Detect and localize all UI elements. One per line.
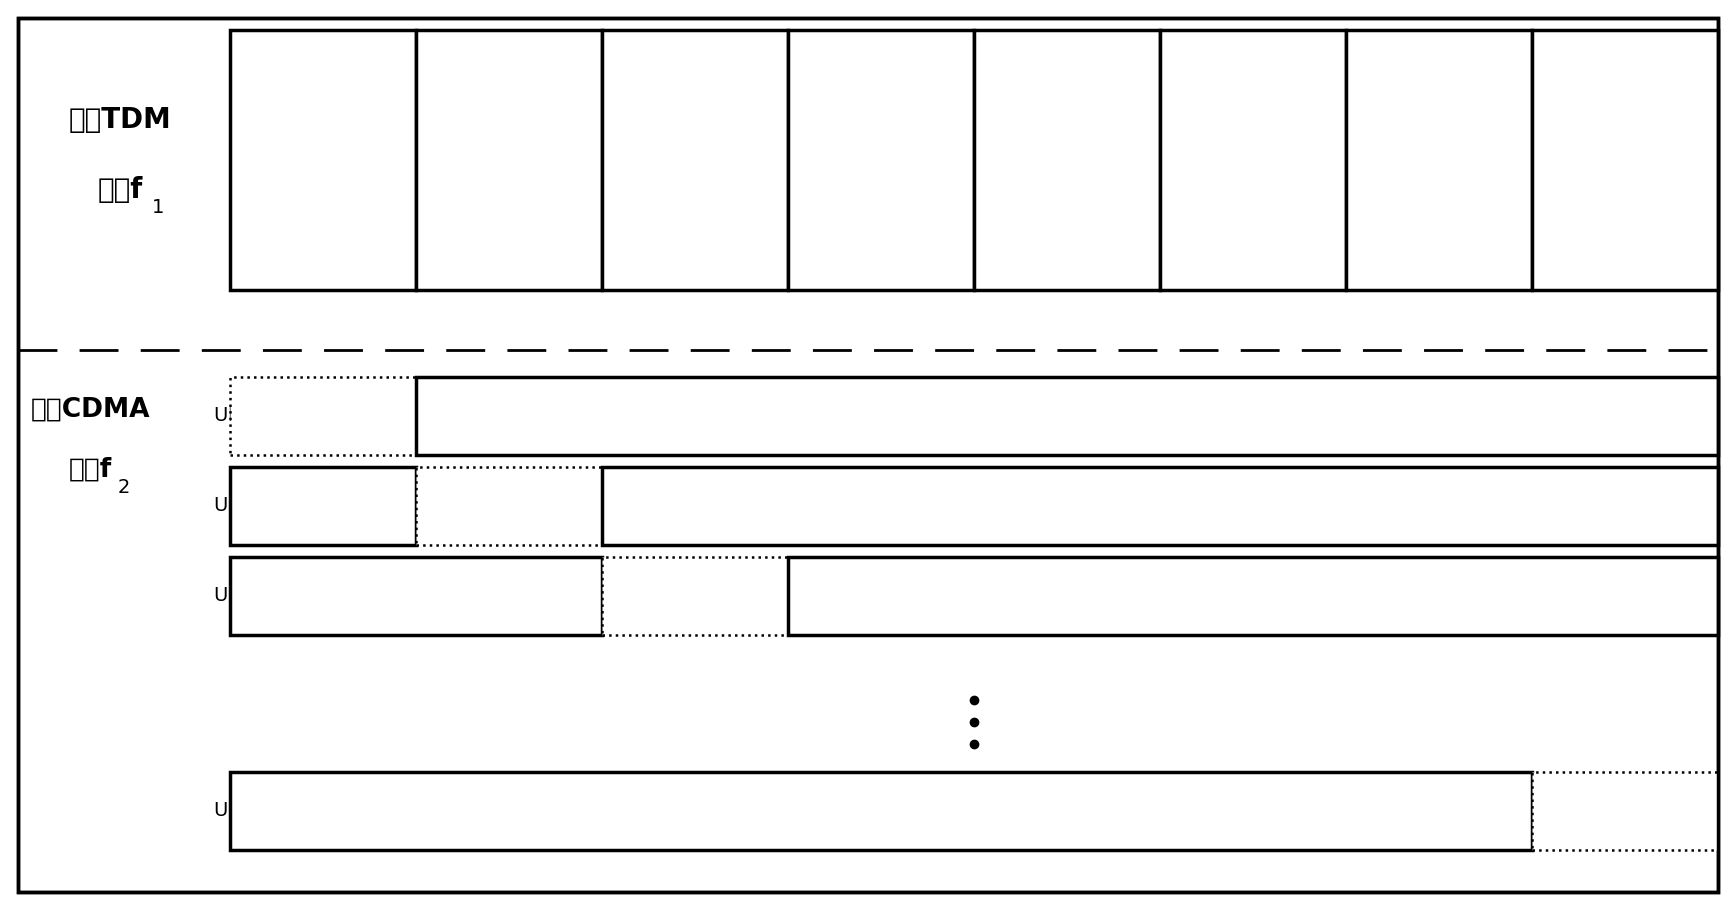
Text: TS1: TS1: [479, 146, 540, 174]
Text: TS4: TS4: [1036, 146, 1097, 174]
Text: TS6: TS6: [1408, 146, 1470, 174]
Bar: [788, 30, 974, 290]
Text: 上行CDMA: 上行CDMA: [30, 397, 149, 423]
Text: 2: 2: [118, 478, 130, 497]
Text: 下行TDM: 下行TDM: [69, 106, 172, 134]
Bar: [229, 467, 417, 545]
Text: UE$_{00}$:C$_{00}$: UE$_{00}$:C$_{00}$: [214, 405, 297, 427]
Bar: [229, 30, 417, 290]
Text: UE$_{70}$:C$_{70}$: UE$_{70}$:C$_{70}$: [214, 801, 297, 822]
Text: UE$_{10}$: UE$_{10}$: [1120, 489, 1200, 523]
Bar: [602, 467, 1719, 545]
Text: UE$_{20}$:C$_{20}$: UE$_{20}$:C$_{20}$: [214, 585, 297, 607]
Text: UE$_{10}$: UE$_{10}$: [290, 491, 356, 521]
Text: UE$_{10}$:C$_{10}$: UE$_{10}$:C$_{10}$: [214, 495, 297, 517]
Text: UE$_{20}$: UE$_{20}$: [382, 581, 450, 611]
Bar: [788, 557, 1719, 635]
Text: 频率f: 频率f: [68, 457, 111, 483]
Text: 频率f: 频率f: [97, 176, 142, 204]
Bar: [1160, 30, 1345, 290]
Text: 1: 1: [153, 198, 165, 217]
Text: TS0: TS0: [292, 146, 354, 174]
Text: TS5: TS5: [1222, 146, 1283, 174]
Text: TS2: TS2: [665, 146, 726, 174]
Bar: [417, 30, 602, 290]
Bar: [974, 30, 1160, 290]
Bar: [417, 467, 602, 545]
Bar: [1531, 30, 1719, 290]
Text: TS3: TS3: [851, 146, 911, 174]
Text: UE$_{00}$: UE$_{00}$: [1026, 399, 1108, 433]
Bar: [229, 557, 602, 635]
Bar: [417, 377, 1719, 455]
Bar: [1345, 30, 1531, 290]
Bar: [602, 557, 788, 635]
Bar: [1531, 772, 1719, 850]
Text: UE$_{20}$: UE$_{20}$: [1213, 579, 1293, 613]
Bar: [602, 30, 788, 290]
Bar: [229, 772, 1531, 850]
Text: TS7: TS7: [1594, 146, 1656, 174]
Bar: [229, 377, 417, 455]
Text: UE$_{70}$: UE$_{70}$: [840, 794, 922, 828]
